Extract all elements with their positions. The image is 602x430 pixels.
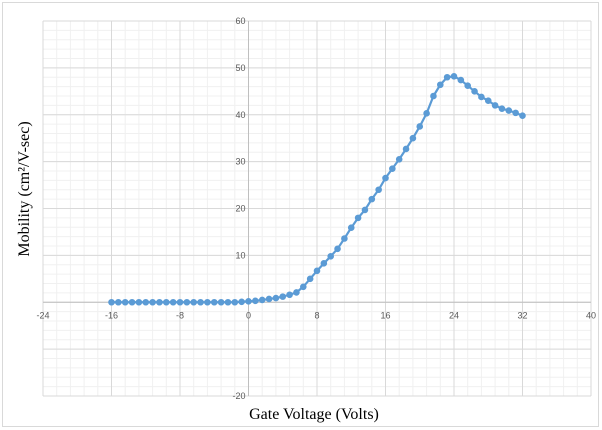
- data-point: [224, 298, 232, 306]
- data-point: [135, 298, 143, 306]
- data-point: [423, 110, 430, 117]
- x-tick-label: -24: [36, 310, 49, 320]
- data-point: [519, 112, 526, 119]
- x-axis-title: Gate Voltage (Volts): [249, 406, 379, 423]
- data-point: [149, 298, 156, 306]
- data-point: [471, 88, 478, 95]
- data-point: [252, 297, 259, 305]
- data-point: [176, 298, 184, 306]
- y-tick-label: 50: [235, 63, 245, 73]
- data-point: [416, 123, 424, 130]
- data-point: [210, 298, 218, 306]
- data-point: [498, 105, 506, 112]
- data-point: [354, 214, 362, 222]
- data-point: [512, 109, 519, 117]
- data-point: [197, 298, 204, 306]
- data-point: [300, 283, 307, 291]
- data-point: [437, 81, 444, 89]
- data-point: [183, 298, 191, 306]
- data-point: [293, 289, 300, 296]
- data-point: [313, 267, 321, 275]
- data-point: [347, 224, 355, 232]
- data-point: [484, 97, 492, 104]
- data-point: [156, 298, 163, 306]
- y-tick-labels: -20 10 20 30 40 50 60: [232, 16, 245, 401]
- data-point: [478, 93, 485, 101]
- data-point: [361, 206, 369, 214]
- data-point: [505, 107, 513, 114]
- data-point: [320, 260, 328, 267]
- y-tick-label: 20: [235, 204, 245, 214]
- data-point: [375, 186, 382, 194]
- data-point: [464, 82, 472, 89]
- y-tick-label: 10: [235, 250, 245, 260]
- x-tick-label: 0: [246, 310, 251, 320]
- data-point: [491, 102, 499, 109]
- y-tick-label: 40: [235, 110, 245, 120]
- data-point: [190, 298, 197, 306]
- x-tick-label: 16: [380, 310, 390, 320]
- data-point: [279, 293, 287, 300]
- y-tick-label: 30: [235, 157, 245, 167]
- data-point: [231, 298, 239, 306]
- data-point: [443, 73, 451, 81]
- data-point: [204, 298, 211, 306]
- series-layer: [108, 73, 526, 306]
- data-point: [382, 174, 389, 182]
- data-point: [245, 298, 252, 305]
- y-tick-label: 60: [235, 16, 245, 26]
- data-point: [450, 73, 458, 80]
- data-point: [327, 253, 335, 260]
- data-point: [108, 298, 115, 306]
- data-point: [334, 245, 341, 253]
- x-tick-labels: -24 -16 -8 0 8 16 24 32 40: [36, 310, 596, 320]
- y-tick-label: -20: [232, 391, 245, 401]
- data-point: [389, 165, 396, 172]
- data-point: [368, 195, 376, 203]
- data-point: [265, 295, 273, 303]
- x-tick-label: -8: [176, 310, 184, 320]
- data-point: [217, 298, 225, 306]
- data-point: [272, 294, 280, 302]
- y-axis-title: Mobility (cm²/V-sec): [16, 121, 33, 256]
- data-point: [238, 298, 245, 306]
- data-point: [430, 92, 437, 100]
- data-point: [341, 235, 348, 242]
- data-point: [128, 298, 136, 306]
- x-tick-label: 24: [449, 310, 459, 320]
- data-point: [457, 76, 465, 84]
- x-tick-label: 8: [314, 310, 319, 320]
- data-point: [402, 145, 410, 153]
- x-tick-label: 32: [517, 310, 527, 320]
- mobility-chart: -24 -16 -8 0 8 16 24 32 40 -20 10 20 30 40 50 60 Gate …: [16, 16, 596, 423]
- data-point: [286, 291, 293, 299]
- data-point: [121, 298, 129, 306]
- data-point: [395, 155, 403, 163]
- data-point: [163, 298, 170, 306]
- data-point: [115, 298, 122, 306]
- data-point: [306, 275, 314, 283]
- x-tick-label: 40: [586, 310, 596, 320]
- data-point: [409, 134, 417, 142]
- data-point: [142, 298, 150, 306]
- x-tick-label: -16: [105, 310, 118, 320]
- data-point: [169, 298, 177, 306]
- data-point: [258, 296, 266, 304]
